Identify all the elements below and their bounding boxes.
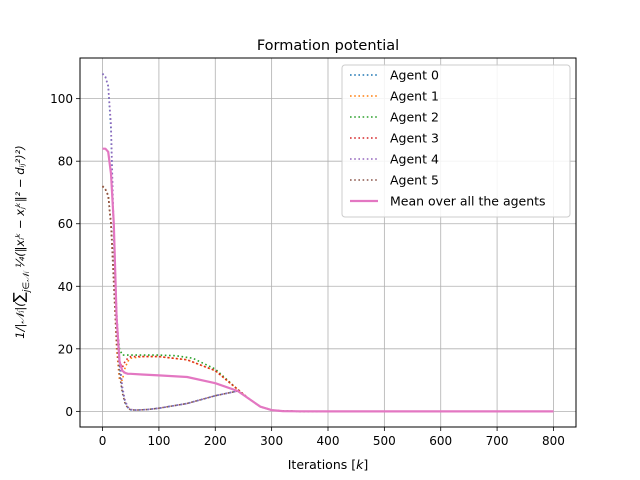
x-axis-label: Iterations [k] [288,457,369,472]
chart-title: Formation potential [257,38,399,54]
y-tick-label: 40 [58,280,73,294]
legend-label: Agent 3 [390,131,439,146]
series-line-mean [102,147,554,413]
legend-label: Agent 1 [390,89,439,104]
legend-label: Agent 4 [390,152,439,167]
legend: Agent 0 Agent 1 Agent 2 Agent 3 Agent 4 Agent… [341,64,571,218]
y-axis-label: 1/|𝒩ᵢ|(∑j∈𝒩ᵢ ¼(‖xᵢᵏ − xⱼᵏ‖² − dᵢⱼ²)²) [10,145,32,339]
y-tick-label: 20 [58,342,73,356]
y-tick-label: 80 [58,155,73,169]
x-tick-label: 0 [99,434,107,448]
y-tick-label: 0 [65,405,73,419]
x-tick-label: 400 [317,434,340,448]
legend-label: Agent 0 [390,68,439,83]
x-axis: 0 100 200 300 400 500 600 700 800 [99,427,565,448]
y-axis: 0 20 40 60 80 100 [50,92,80,419]
x-tick-label: 500 [373,434,396,448]
x-tick-label: 800 [542,434,565,448]
series-line-agent-5 [101,185,554,413]
x-tick-label: 200 [204,434,227,448]
legend-label: Agent 5 [390,173,439,188]
y-tick-label: 100 [50,92,73,106]
x-tick-label: 300 [260,434,283,448]
series-layer [101,73,554,413]
legend-label: Mean over all the agents [390,194,546,209]
legend-label: Agent 2 [390,110,439,125]
x-tick-label: 600 [429,434,452,448]
legend-box [341,64,571,218]
x-tick-label: 100 [147,434,170,448]
y-tick-label: 60 [58,217,73,231]
x-tick-label: 700 [486,434,509,448]
